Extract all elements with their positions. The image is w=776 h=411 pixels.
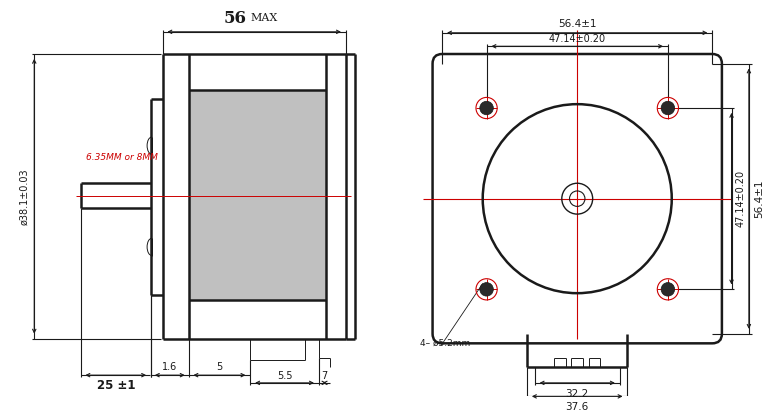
Text: 1.6: 1.6	[162, 363, 178, 372]
Text: 37.6: 37.6	[566, 402, 589, 411]
Text: 7: 7	[321, 371, 327, 381]
Text: 32.2: 32.2	[566, 389, 589, 399]
Text: 25 ±1: 25 ±1	[96, 379, 135, 392]
Text: 47.14±0.20: 47.14±0.20	[549, 34, 606, 44]
Circle shape	[480, 101, 494, 115]
Text: 4– ø5.2mm: 4– ø5.2mm	[420, 339, 470, 348]
Text: 5: 5	[217, 363, 223, 372]
Polygon shape	[189, 90, 327, 300]
Circle shape	[661, 101, 674, 115]
Text: 6.35MM or 8MM: 6.35MM or 8MM	[86, 153, 158, 162]
Text: 47.14±0.20: 47.14±0.20	[735, 170, 745, 227]
Text: 56.4±1: 56.4±1	[558, 19, 597, 29]
Text: ø38.1±0.03: ø38.1±0.03	[19, 168, 29, 224]
Text: 56: 56	[223, 10, 247, 27]
Circle shape	[480, 283, 494, 296]
Circle shape	[661, 283, 674, 296]
Text: 56.4±1: 56.4±1	[754, 180, 764, 218]
Text: MAX: MAX	[251, 13, 278, 23]
Text: 5.5: 5.5	[277, 371, 293, 381]
